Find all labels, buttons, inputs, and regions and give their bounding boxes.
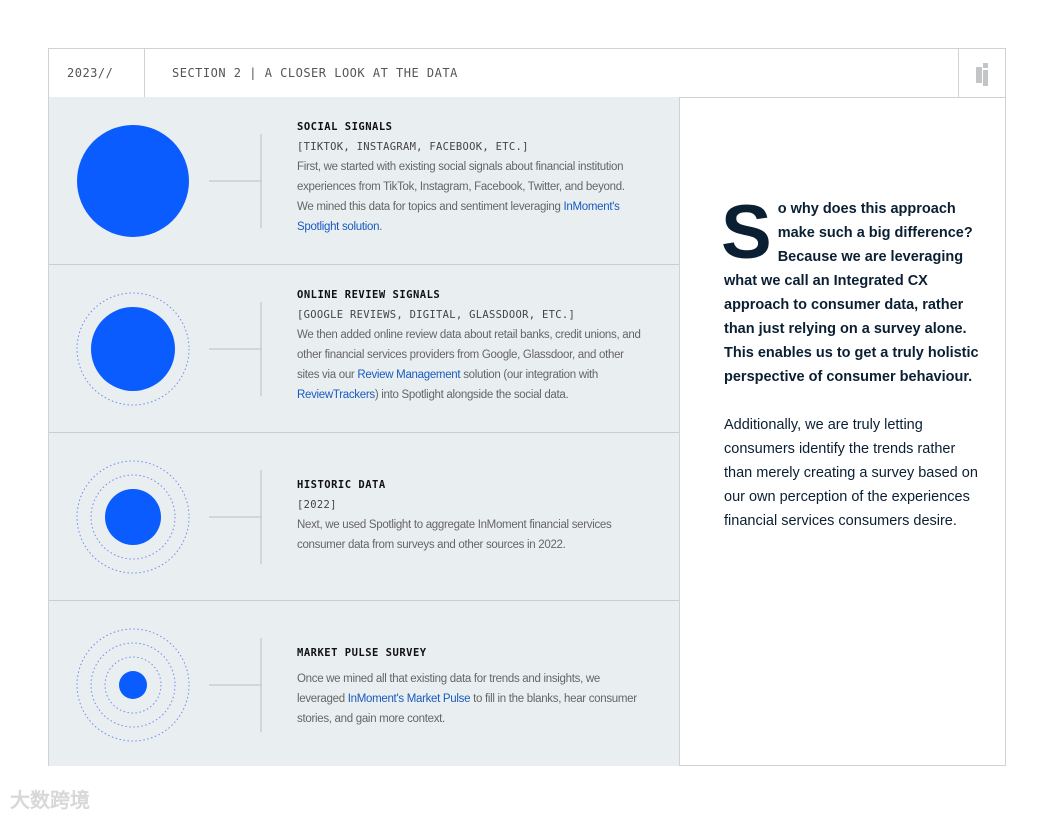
- row-body: We then added online review data about r…: [297, 325, 642, 405]
- row-body: Next, we used Spotlight to aggregate InM…: [297, 515, 642, 555]
- row-title: SOCIAL SIGNALS: [297, 121, 393, 133]
- circle-rings-icon: [76, 628, 262, 742]
- text: to fill in the blanks, hear consumer sto…: [297, 693, 637, 725]
- drop-cap: S: [721, 190, 772, 275]
- lead-text: o why does this approach make such a big…: [724, 201, 979, 385]
- text: Once we mined all that existing data for…: [297, 673, 600, 705]
- page-frame: 2023// SECTION 2 | A CLOSER LOOK AT THE …: [48, 48, 1006, 766]
- text: We then added online review data about r…: [297, 329, 641, 381]
- row-title: ONLINE REVIEW SIGNALS: [297, 289, 441, 301]
- inmoment-logo-icon: [976, 63, 988, 86]
- row-title: HISTORIC DATA: [297, 479, 386, 491]
- section-title: SECTION 2 | A CLOSER LOOK AT THE DATA: [172, 66, 458, 80]
- circle-ring-icon: [76, 292, 262, 406]
- review-management-link[interactable]: Review Management: [357, 369, 461, 381]
- circle-icon: [77, 125, 262, 237]
- text: Next, we used Spotlight to aggregate InM…: [297, 519, 612, 551]
- row-sub: [GOOGLE REVIEWS, DIGITAL, GLASSDOOR, ETC…: [297, 309, 576, 321]
- text: .: [379, 221, 383, 233]
- row-title: MARKET PULSE SURVEY: [297, 647, 427, 659]
- market-pulse-link[interactable]: InMoment's Market Pulse: [347, 693, 471, 705]
- watermark: 大数跨境: [10, 790, 90, 812]
- row-sub: [2022]: [297, 499, 337, 511]
- circle-rings-icon: [76, 460, 262, 574]
- spotlight-link[interactable]: InMoment's Spotlight solution: [297, 201, 620, 233]
- row-sub: [TIKTOK, INSTAGRAM, FACEBOOK, ETC.]: [297, 141, 529, 153]
- data-sources-panel: SOCIAL SIGNALS [TIKTOK, INSTAGRAM, FACEBO…: [49, 97, 680, 766]
- text: First, we started with existing social s…: [297, 161, 625, 213]
- source-row-historic: HISTORIC DATA [2022] Next, we used Spotlig…: [49, 433, 679, 601]
- source-row-social: SOCIAL SIGNALS [TIKTOK, INSTAGRAM, FACEBO…: [49, 97, 679, 265]
- text: solution (our integration with: [460, 369, 599, 381]
- header: 2023// SECTION 2 | A CLOSER LOOK AT THE …: [49, 49, 1005, 98]
- row-body: First, we started with existing social s…: [297, 157, 642, 237]
- reviewtrackers-link[interactable]: ReviewTrackers: [297, 389, 375, 401]
- divider: [144, 49, 145, 97]
- logo: [958, 49, 1005, 97]
- row-body: Once we mined all that existing data for…: [297, 669, 642, 729]
- source-row-reviews: ONLINE REVIEW SIGNALS [GOOGLE REVIEWS, DI…: [49, 265, 679, 433]
- body-paragraph: Additionally, we are truly letting consu…: [724, 417, 978, 529]
- text: ) into Spotlight alongside the social da…: [374, 389, 569, 401]
- year-label: 2023//: [67, 66, 114, 80]
- source-row-market-pulse: MARKET PULSE SURVEY Once we mined all tha…: [49, 601, 679, 768]
